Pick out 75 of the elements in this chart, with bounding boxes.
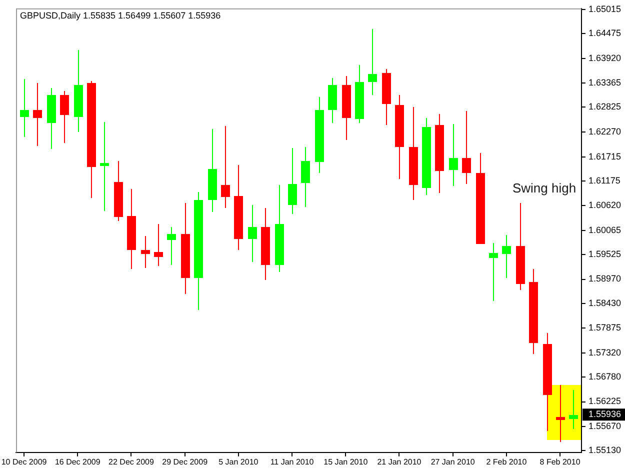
y-tick-label: 1.62825 (588, 102, 622, 112)
candlestick (409, 107, 418, 200)
y-tick-label: 1.56780 (588, 371, 622, 382)
text: 1.55936 (588, 409, 622, 420)
candlestick (208, 129, 217, 212)
candlestick (569, 390, 578, 429)
candlestick (449, 124, 458, 186)
y-tick-label: 1.60065 (588, 224, 622, 235)
y-tick-label: 1.63365 (588, 78, 622, 88)
x-tick-label: 16 Dec 2009 (54, 457, 101, 466)
candlestick (516, 203, 525, 290)
x-tick-label: 8 Feb 2010 (540, 457, 581, 466)
x-tick-label: 27 Jan 2010 (430, 457, 476, 466)
candlestick (248, 205, 257, 262)
y-tick-label: 1.63920 (588, 52, 622, 63)
x-tick-label: 10 Dec 2009 (1, 457, 48, 466)
y-tick-label: 1.55130 (588, 445, 622, 456)
candlestick (395, 95, 404, 179)
candlestick (462, 111, 471, 184)
x-tick-label: 29 Dec 2009 (162, 457, 208, 466)
y-tick-label: 1.61715 (588, 151, 622, 162)
candlestick (154, 224, 163, 266)
x-tick-label: 22 Dec 2009 (108, 457, 154, 466)
y-tick-label: 1.59525 (588, 248, 622, 259)
candlestick (181, 203, 190, 294)
x-tick-label: 21 Jan 2010 (377, 457, 422, 466)
candlestick (489, 243, 498, 301)
candlestick (543, 333, 552, 431)
candlestick (127, 189, 136, 269)
candlestick (315, 97, 324, 173)
candlestick (288, 148, 297, 214)
candlestick (435, 114, 444, 193)
y-tick-label: 1.58970 (588, 274, 622, 284)
candlestick (87, 81, 96, 198)
candlestick (33, 83, 42, 146)
candlestick (167, 227, 176, 265)
y-tick-label: 1.58430 (588, 298, 622, 308)
y-tick-label: 1.60620 (588, 200, 622, 210)
candlestick (60, 91, 69, 143)
chart-title: GBPUSD,Daily 1.55835 1.56499 1.55607 1.55936 (20, 10, 221, 20)
candlestick (502, 235, 511, 278)
candlestick (47, 88, 56, 149)
candlestick (476, 153, 485, 244)
candlestick (74, 50, 83, 132)
y-tick-label: 1.57875 (588, 322, 622, 333)
x-tick-label: 2 Feb 2010 (486, 457, 528, 466)
x-tick-label: 11 Jan 2010 (270, 457, 314, 466)
y-tick-label: 1.56225 (588, 396, 622, 406)
x-tick-label: 5 Jan 2010 (218, 457, 259, 466)
candlestick (275, 185, 284, 272)
candlestick (221, 126, 230, 208)
candlestick (529, 269, 538, 354)
candlestick (382, 69, 391, 125)
y-tick-label: 1.65015 (588, 4, 622, 14)
candlestick (114, 161, 123, 221)
annotation: Swing high (512, 180, 576, 196)
y-tick-label: 1.62270 (588, 126, 622, 136)
candlestick (556, 385, 565, 442)
y-tick-label: 1.61175 (588, 175, 620, 186)
candlestick (261, 208, 270, 280)
candlestick (234, 165, 243, 250)
candlestick (342, 76, 351, 140)
candlestick (328, 78, 337, 123)
y-tick-label: 1.64475 (588, 28, 622, 38)
y-tick-label: 1.57320 (588, 347, 622, 358)
candlestick (20, 79, 29, 137)
candlestick (141, 236, 150, 268)
candlestick (100, 122, 109, 211)
candlestick (194, 192, 203, 310)
candlestick (368, 29, 377, 95)
candlestick (355, 65, 364, 123)
candlestick (422, 118, 431, 195)
x-tick-label: 15 Jan 2010 (324, 457, 368, 466)
candlestick (301, 147, 310, 207)
y-tick-label: 1.55670 (588, 421, 622, 432)
